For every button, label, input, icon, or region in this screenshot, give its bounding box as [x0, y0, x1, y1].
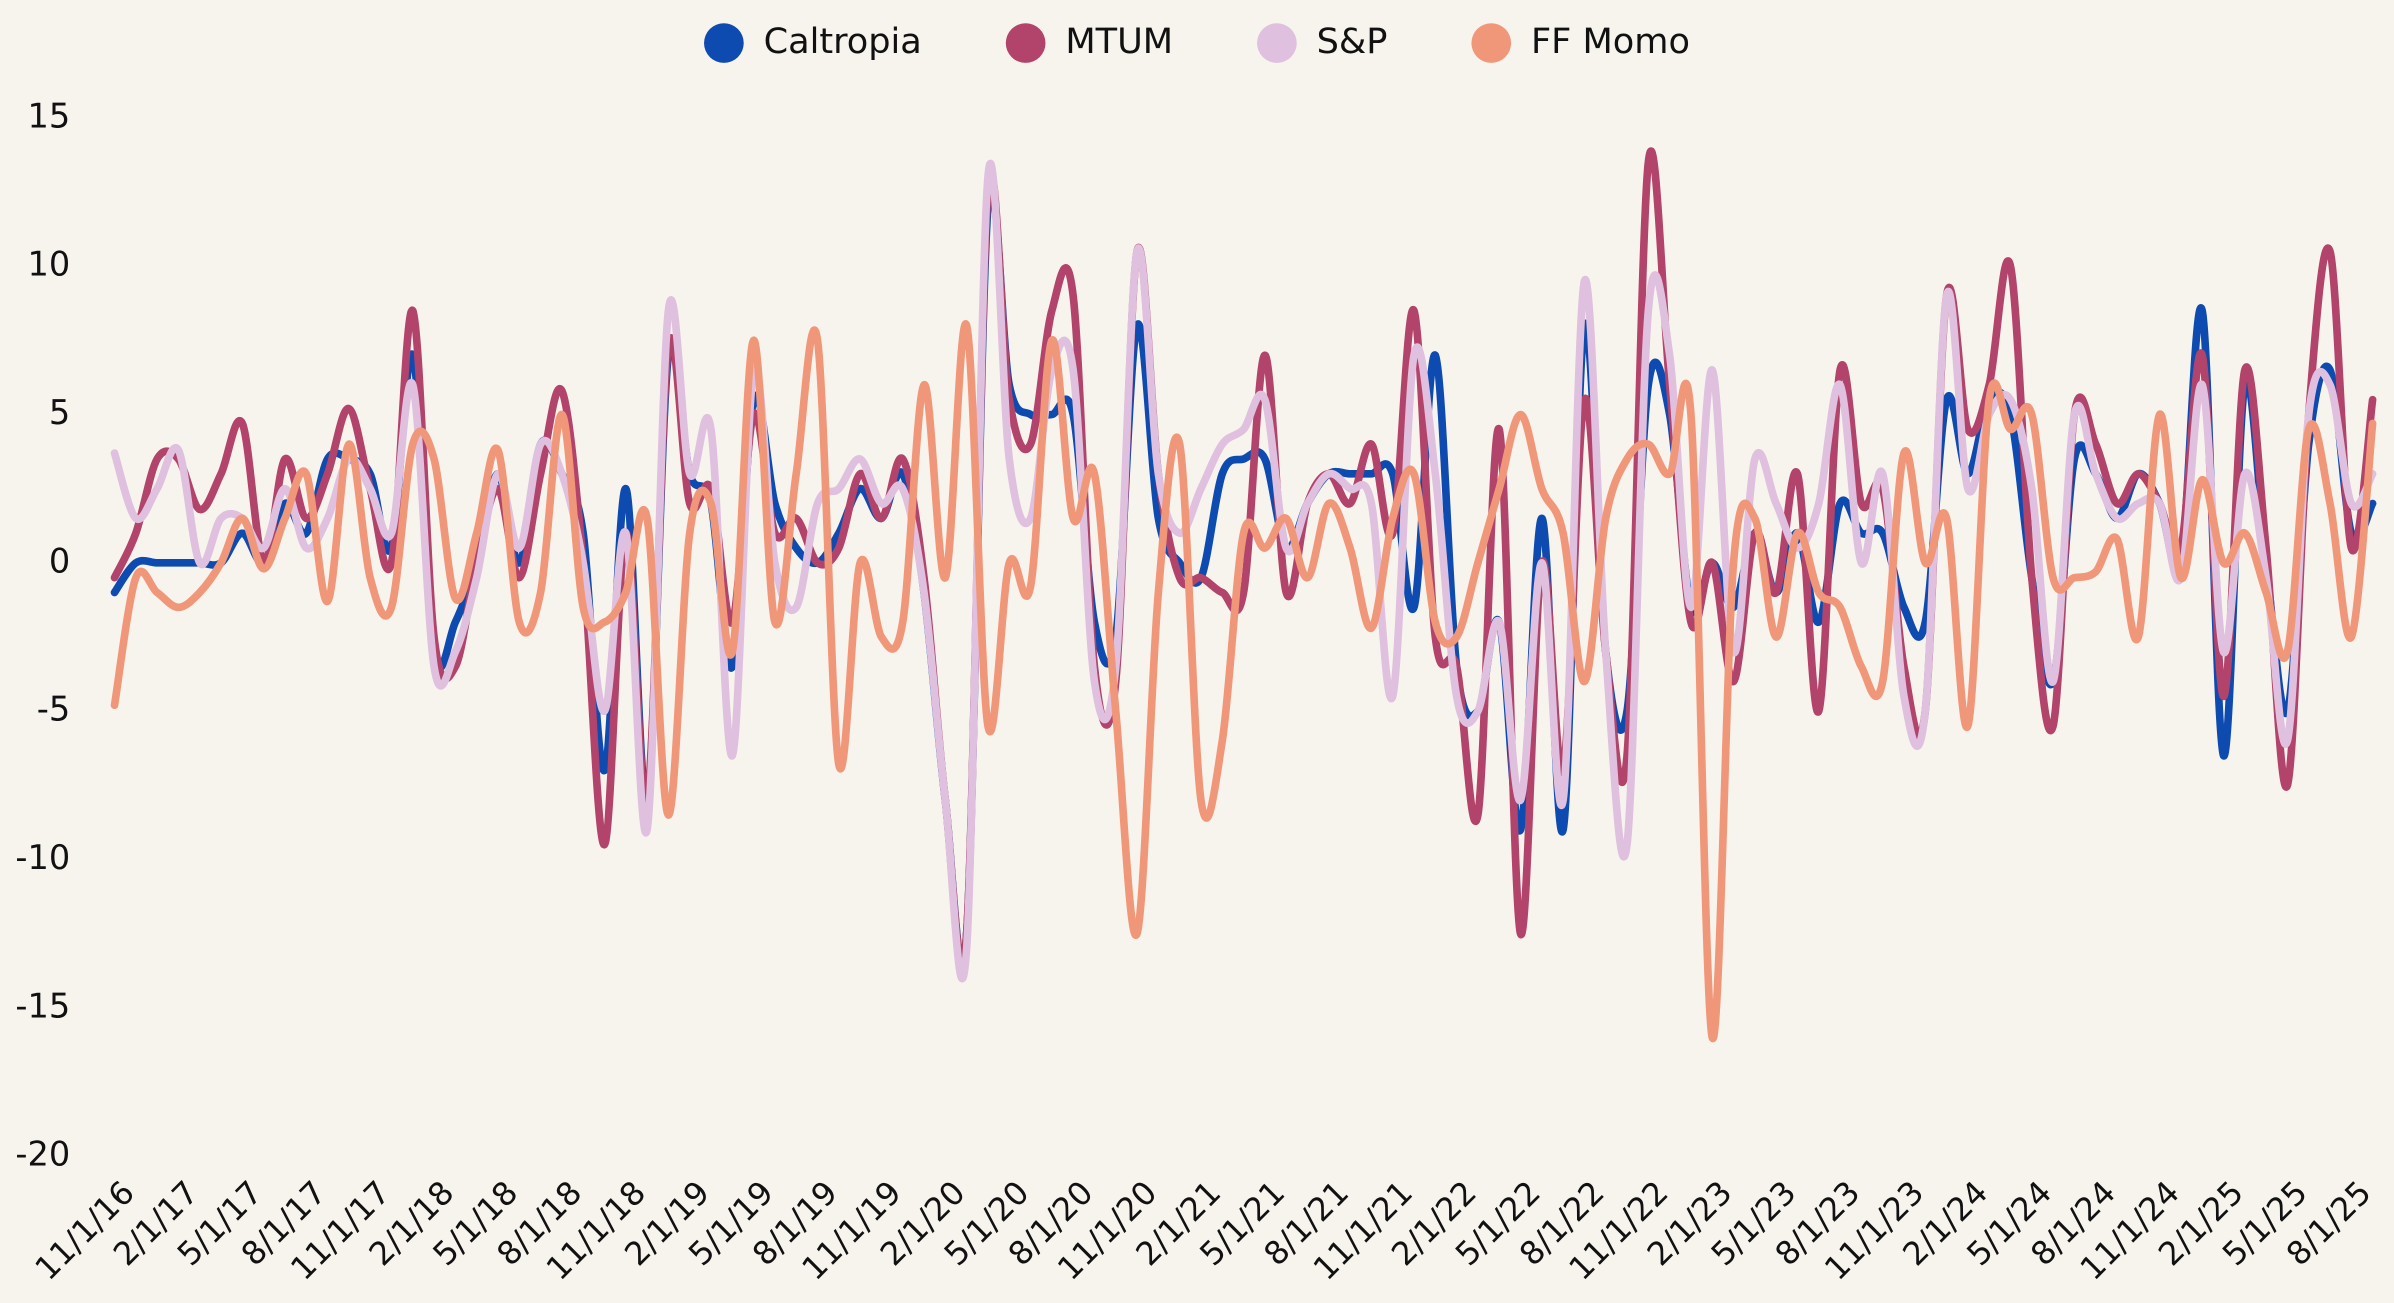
legend-label: Caltropia	[764, 21, 922, 62]
legend-marker	[704, 23, 744, 63]
legend-marker	[1005, 23, 1046, 63]
y-tick-label: 5	[49, 393, 70, 432]
legend-marker	[1471, 23, 1512, 63]
series-line	[110, 320, 2377, 1043]
y-tick-label: 10	[27, 245, 70, 284]
legend-label: FF Momo	[1531, 21, 1690, 62]
y-tick-label: 0	[49, 541, 70, 580]
y-tick-label: -15	[15, 986, 70, 1025]
y-tick-label: -10	[15, 838, 70, 877]
legend: Caltropia MTUM S&P FF Momo	[704, 21, 1690, 63]
legend-label: S&P	[1317, 21, 1388, 62]
y-tick-label: -20	[15, 1135, 70, 1174]
y-tick-label: 15	[27, 96, 70, 135]
legend-label: MTUM	[1065, 21, 1173, 62]
series-line	[110, 160, 2377, 983]
y-tick-label: -5	[37, 690, 70, 729]
legend-marker	[1257, 23, 1297, 63]
